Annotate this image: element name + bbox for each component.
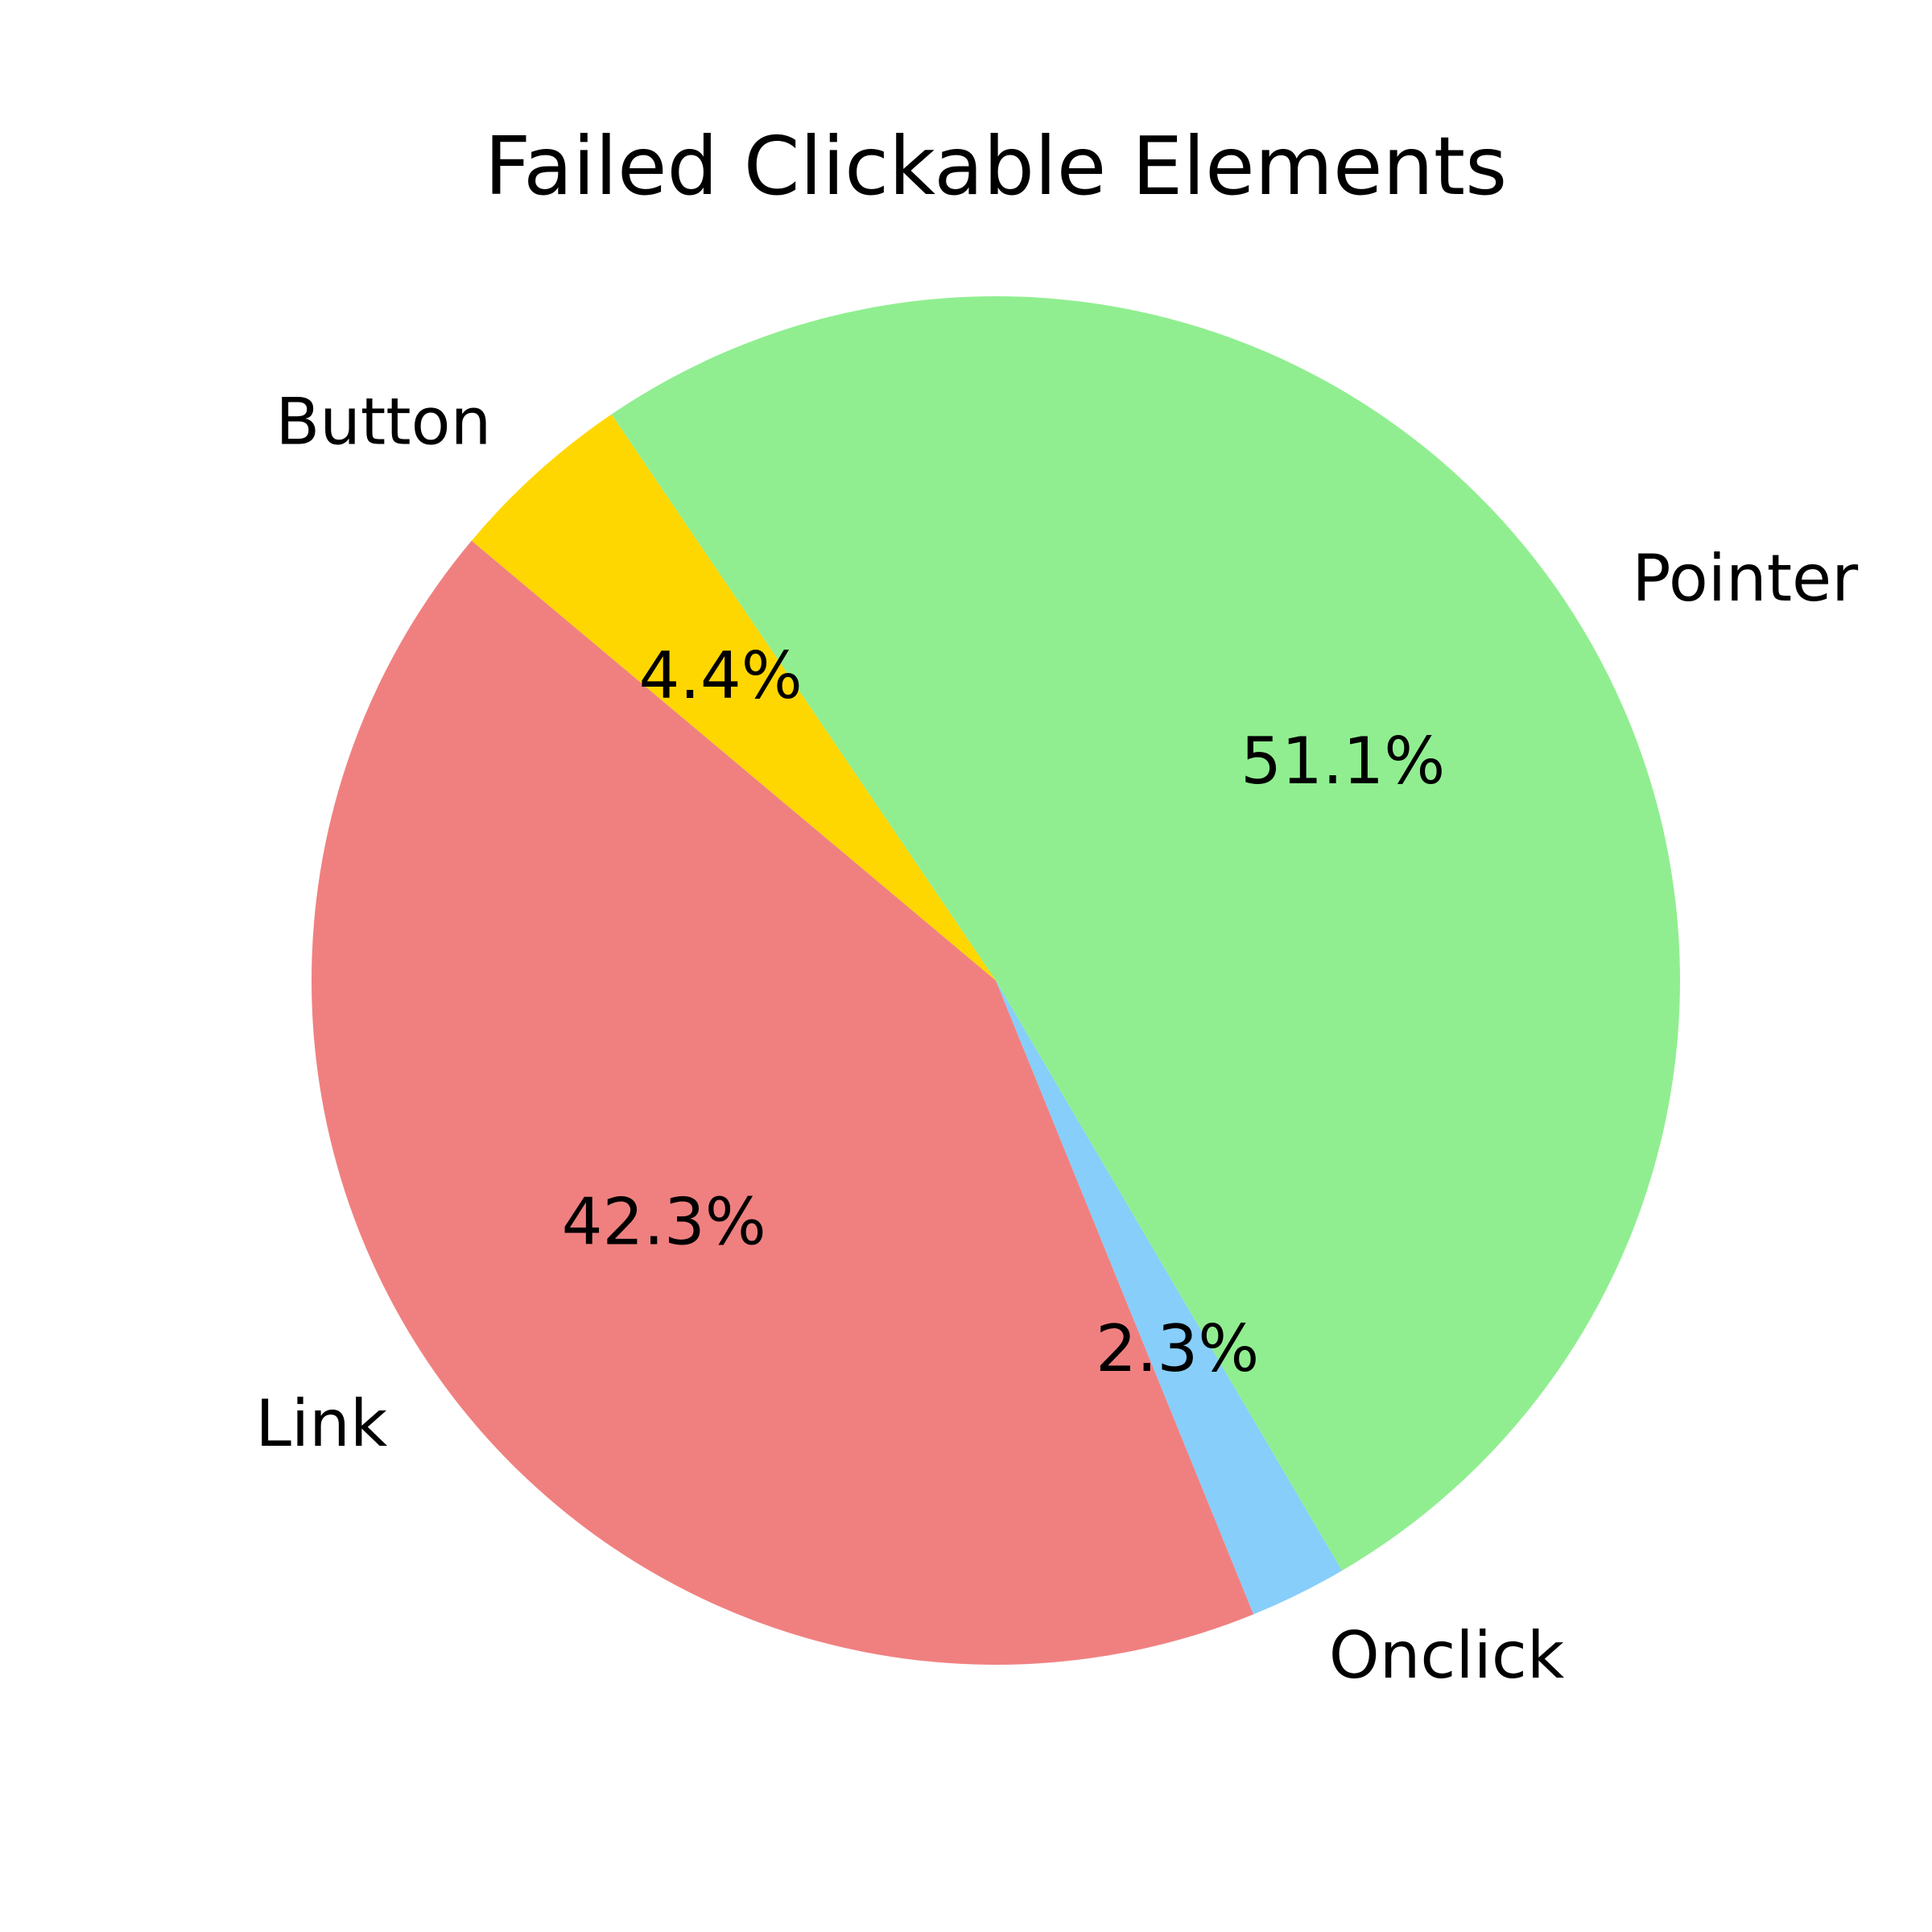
slice-label-onclick: Onclick bbox=[1329, 1618, 1565, 1693]
slice-label-button: Button bbox=[275, 385, 491, 460]
slice-percent-button: 4.4% bbox=[639, 638, 803, 713]
pie-slice-pointer bbox=[611, 295, 1681, 1571]
pie-slice-link bbox=[312, 540, 1254, 1665]
slice-label-link: Link bbox=[255, 1386, 388, 1461]
slice-percent-pointer: 51.1% bbox=[1241, 724, 1445, 799]
pie-slice-onclick bbox=[996, 980, 1343, 1615]
slice-percent-onclick: 2.3% bbox=[1096, 1311, 1259, 1386]
chart-title: Failed Clickable Elements bbox=[485, 119, 1507, 213]
pie-labels: Link 42.3% Onclick 2.3% Pointer 51.1% Button 4.… bbox=[255, 385, 1858, 1693]
pie-slices bbox=[312, 295, 1681, 1665]
slice-label-pointer: Pointer bbox=[1632, 541, 1858, 616]
pie-slice-button bbox=[471, 414, 996, 980]
slice-percent-link: 42.3% bbox=[562, 1185, 766, 1260]
